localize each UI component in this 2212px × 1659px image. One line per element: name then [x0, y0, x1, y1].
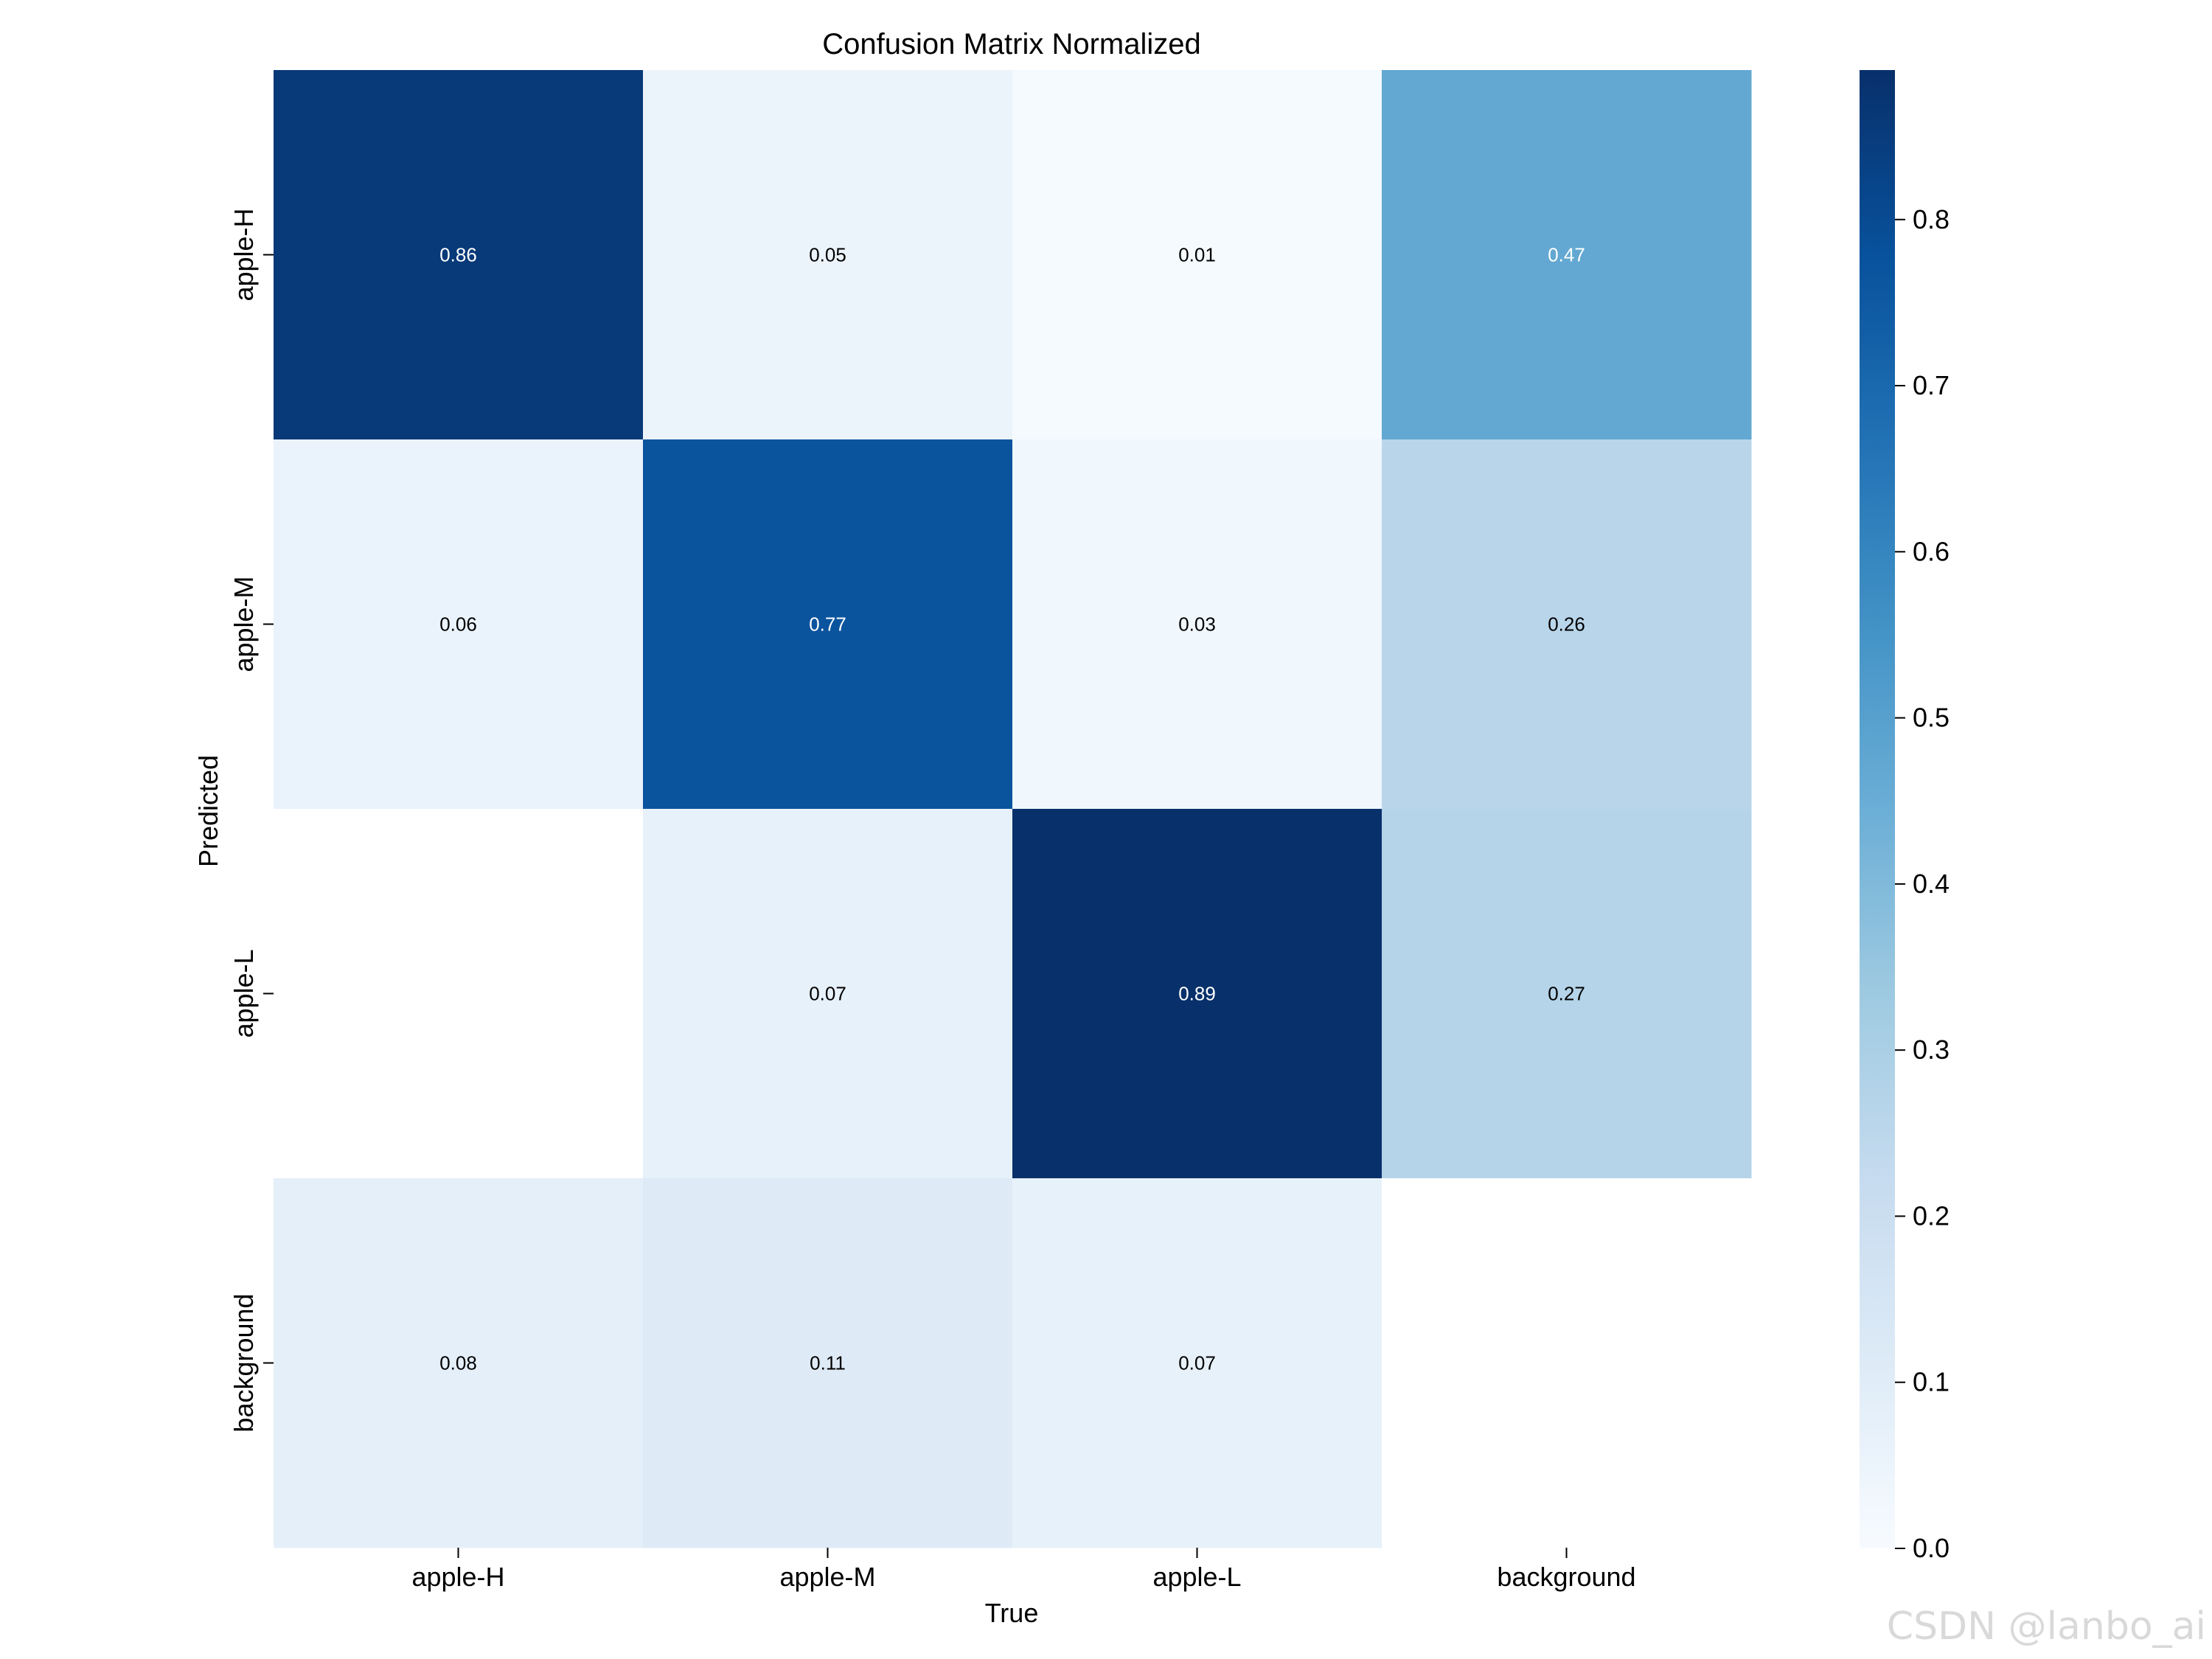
cell-value-label: 0.47 — [1548, 244, 1585, 266]
heatmap-cell — [274, 439, 644, 810]
heatmap-cell — [1012, 439, 1382, 810]
heatmap-cell — [1382, 70, 1752, 440]
y-tick-label: apple-H — [229, 208, 259, 301]
heatmap-cell — [643, 809, 1013, 1179]
heatmap-cell — [1012, 809, 1382, 1179]
cell-value-label: 0.08 — [439, 1352, 477, 1374]
x-tick-label: apple-H — [411, 1562, 504, 1592]
heatmap-cell — [1382, 439, 1752, 810]
cell-value-label: 0.89 — [1178, 983, 1216, 1005]
colorbar-tick-label: 0.3 — [1913, 1034, 1950, 1065]
colorbar-tick-label: 0.0 — [1913, 1533, 1950, 1563]
colorbar-tick-label: 0.7 — [1913, 370, 1950, 400]
x-tick-label: apple-L — [1152, 1562, 1241, 1592]
heatmap-cell — [643, 70, 1013, 440]
colorbar-tick-label: 0.4 — [1913, 869, 1950, 899]
cell-value-label: 0.27 — [1548, 983, 1585, 1005]
cell-value-label: 0.11 — [810, 1352, 846, 1374]
cell-value-label: 0.01 — [1178, 244, 1216, 266]
heatmap-cell — [643, 439, 1013, 810]
heatmap-cell-empty — [274, 809, 643, 1178]
cell-value-label: 0.06 — [439, 613, 477, 636]
cell-value-label: 0.07 — [809, 983, 846, 1005]
cell-value-label: 0.03 — [1178, 613, 1216, 636]
heatmap-cell — [1012, 70, 1382, 440]
watermark: CSDN @lanbo_ai — [1886, 1604, 2206, 1649]
x-axis-label: True — [985, 1598, 1039, 1628]
cell-value-label: 0.86 — [439, 244, 477, 266]
heatmap-cell — [643, 1178, 1013, 1548]
cell-value-label: 0.05 — [809, 244, 846, 266]
colorbar-tick-label: 0.6 — [1913, 536, 1950, 566]
y-tick-label: apple-M — [229, 576, 259, 672]
x-tick-label: background — [1497, 1562, 1635, 1592]
cell-value-label: 0.77 — [809, 613, 846, 636]
colorbar-tick-label: 0.2 — [1913, 1200, 1950, 1231]
y-tick-label: apple-L — [229, 949, 259, 1037]
colorbar-tick-label: 0.5 — [1913, 703, 1950, 733]
chart-title: Confusion Matrix Normalized — [822, 28, 1201, 60]
cell-value-label: 0.26 — [1548, 613, 1585, 636]
y-axis-label: Predicted — [193, 755, 223, 867]
colorbar — [1860, 70, 1895, 1548]
heatmap-cell-empty — [1382, 1178, 1751, 1548]
cell-value-label: 0.07 — [1178, 1352, 1216, 1374]
colorbar-tick-label: 0.8 — [1913, 204, 1950, 234]
heatmap-cell — [274, 70, 644, 440]
colorbar-tick-label: 0.1 — [1913, 1367, 1950, 1397]
x-tick-label: apple-M — [779, 1562, 875, 1592]
y-tick-label: background — [229, 1293, 259, 1432]
heatmap-cell — [1382, 809, 1752, 1179]
heatmap-cell — [1012, 1178, 1382, 1548]
heatmap-cell — [274, 1178, 644, 1548]
